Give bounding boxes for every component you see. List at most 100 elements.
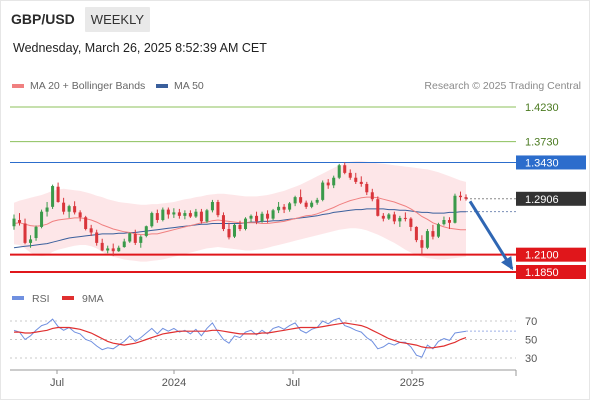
rsi-line	[13, 317, 467, 358]
candle-down	[155, 213, 159, 221]
candle-down	[89, 228, 93, 233]
candle-up	[194, 211, 198, 217]
candle-up	[205, 210, 209, 222]
candle-up	[117, 247, 121, 252]
candle-up	[249, 215, 253, 219]
rsi-tick-label: 70	[525, 316, 537, 328]
candle-down	[238, 224, 242, 230]
x-tick-label: Jul	[286, 377, 300, 389]
forecast-arrow-head	[501, 256, 514, 271]
candle-down	[23, 223, 27, 243]
candle-down	[78, 212, 82, 218]
candle-up	[45, 207, 49, 212]
candle-down	[403, 217, 407, 219]
candle-up	[161, 209, 165, 221]
rsi-ma-legend-label: 9MA	[82, 293, 104, 305]
x-tick-label: 2025	[400, 377, 424, 389]
legend-ma20: MA 20 + Bollinger Bands	[12, 80, 145, 92]
rsi-tick-label: 30	[525, 353, 537, 365]
candle-down	[326, 182, 330, 186]
candle-up	[139, 236, 143, 243]
candle-down	[111, 248, 115, 252]
candle-up	[150, 213, 154, 227]
candle-down	[458, 195, 463, 198]
candle-up	[387, 214, 391, 219]
rsi-legend-swatch	[12, 296, 24, 300]
chart-header: GBP/USD WEEKLY	[0, 6, 151, 32]
level-label-current: 1.2906	[525, 194, 559, 206]
candle-up	[442, 220, 446, 225]
rsi-ma-line	[14, 322, 467, 349]
candle-down	[420, 240, 424, 248]
candle-down	[199, 211, 203, 222]
candle-up	[106, 248, 110, 251]
level-label-target: 1.3730	[525, 137, 559, 149]
candle-down	[166, 209, 170, 215]
candle-up	[34, 226, 38, 239]
candle-down	[255, 215, 259, 222]
ma20-swatch	[12, 84, 24, 88]
candle-up	[29, 239, 33, 243]
candle-up	[243, 218, 248, 230]
level-badge-resistance	[516, 155, 586, 170]
candle-down	[348, 172, 352, 178]
candle-down	[370, 192, 374, 200]
candle-down	[282, 206, 286, 210]
period-badge[interactable]: WEEKLY	[84, 6, 151, 32]
level-label-support: 1.2100	[525, 250, 559, 262]
candle-down	[56, 186, 60, 202]
candle-down	[100, 242, 104, 251]
candle-up	[425, 231, 429, 248]
candle-up	[210, 201, 214, 211]
candle-up	[232, 224, 237, 237]
x-tick-label: 2024	[162, 377, 186, 389]
candle-up	[315, 199, 319, 203]
candle-down	[299, 197, 303, 203]
candle-up	[128, 233, 132, 242]
level-badge-current	[516, 191, 586, 206]
candle-up	[12, 218, 16, 227]
candle-down	[376, 199, 380, 216]
candle-up	[67, 206, 71, 212]
candle-up	[436, 224, 440, 237]
candle-down	[84, 217, 88, 230]
bollinger-band	[14, 161, 466, 262]
candle-down	[216, 201, 220, 216]
candle-up	[172, 212, 176, 215]
candle-up	[321, 182, 325, 200]
candle-down	[62, 202, 66, 212]
candle-down	[447, 220, 451, 223]
x-tick-label: Jul	[50, 377, 64, 389]
rsi-tick-label: 50	[525, 335, 537, 347]
candle-down	[381, 215, 385, 219]
candle-up	[310, 202, 314, 207]
candle-down	[359, 181, 363, 184]
candle-down	[221, 215, 225, 230]
candle-down	[188, 213, 192, 217]
candle-up	[277, 206, 281, 211]
candle-up	[51, 186, 55, 207]
candle-down	[227, 229, 231, 238]
candle-down	[95, 232, 99, 243]
candle-down	[464, 197, 468, 199]
candle-down	[431, 231, 435, 237]
candle-down	[343, 165, 347, 173]
rsi-ma-legend-swatch	[62, 296, 74, 300]
candle-up	[398, 217, 402, 222]
candle-down	[73, 206, 77, 213]
ma50-swatch	[156, 84, 168, 88]
level-label-resistance: 1.3430	[525, 157, 559, 169]
candle-up	[260, 213, 264, 222]
credit-text: Research © 2025 Trading Central	[424, 80, 581, 92]
candle-down	[409, 218, 413, 227]
candle-up	[288, 203, 292, 210]
candle-up	[337, 165, 341, 178]
legend-ma50: MA 50	[156, 80, 204, 92]
candle-down	[17, 220, 22, 223]
candle-down	[392, 214, 396, 222]
level-badge-support	[516, 247, 586, 262]
timestamp: Wednesday, March 26, 2025 8:52:39 AM CET	[13, 41, 267, 55]
level-label-target: 1.4230	[525, 102, 559, 114]
candle-down	[133, 233, 137, 243]
